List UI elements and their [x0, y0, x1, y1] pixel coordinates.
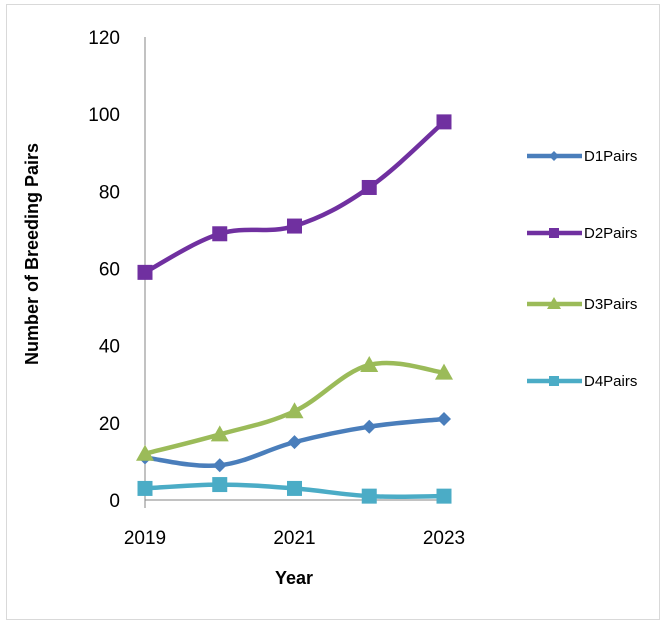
x-tick-label: 2023	[423, 528, 465, 549]
legend-marker-D1Pairs	[549, 151, 559, 161]
data-point-marker	[136, 444, 154, 461]
y-tick-label: 0	[109, 491, 120, 512]
data-point-marker	[362, 419, 377, 434]
data-point-marker	[212, 477, 228, 493]
data-point-marker	[287, 480, 302, 496]
data-point-marker	[435, 363, 453, 380]
data-point-marker	[212, 458, 227, 473]
x-tick-label: 2021	[273, 528, 315, 549]
data-point-marker	[361, 179, 377, 195]
y-tick-label: 80	[99, 182, 120, 203]
series-line-D2Pairs	[142, 119, 447, 275]
legend-marker-D3Pairs	[547, 297, 561, 309]
x-tick-labels: 2019 2021 2023	[124, 528, 465, 549]
data-point-marker	[436, 114, 452, 130]
legend: D1Pairs D2Pairs D3Pairs D4Pairs	[527, 148, 637, 390]
data-point-marker	[436, 488, 452, 504]
data-point-marker	[137, 480, 153, 496]
y-tick-label: 60	[99, 260, 120, 281]
x-axis-title: Year	[275, 568, 313, 588]
data-point-marker	[361, 488, 377, 504]
legend-label-D2Pairs: D2Pairs	[584, 225, 637, 242]
data-point-marker	[212, 226, 228, 242]
y-tick-label: 40	[99, 337, 120, 358]
y-tick-label: 120	[88, 28, 120, 49]
data-point-marker	[287, 218, 302, 234]
legend-label-D3Pairs: D3Pairs	[584, 296, 637, 313]
legend-marker-D2Pairs	[549, 228, 559, 238]
data-point-marker	[210, 425, 229, 442]
series-markers	[136, 114, 453, 504]
legend-label-D1Pairs: D1Pairs	[584, 148, 637, 165]
data-point-marker	[437, 411, 451, 426]
y-tick-labels: 0 20 40 60 80 100 120	[88, 28, 120, 512]
legend-marker-D4Pairs	[549, 376, 559, 386]
data-point-marker	[137, 264, 153, 280]
y-tick-label: 20	[99, 414, 120, 435]
legend-label-D4Pairs: D4Pairs	[584, 373, 637, 390]
data-point-marker	[285, 402, 304, 419]
y-axis-title: Number of Breeding Pairs	[22, 143, 42, 365]
data-point-marker	[360, 355, 379, 372]
chart-frame	[6, 4, 660, 620]
x-tick-label: 2019	[124, 528, 166, 549]
data-point-marker	[287, 435, 302, 450]
y-tick-label: 100	[88, 105, 120, 126]
